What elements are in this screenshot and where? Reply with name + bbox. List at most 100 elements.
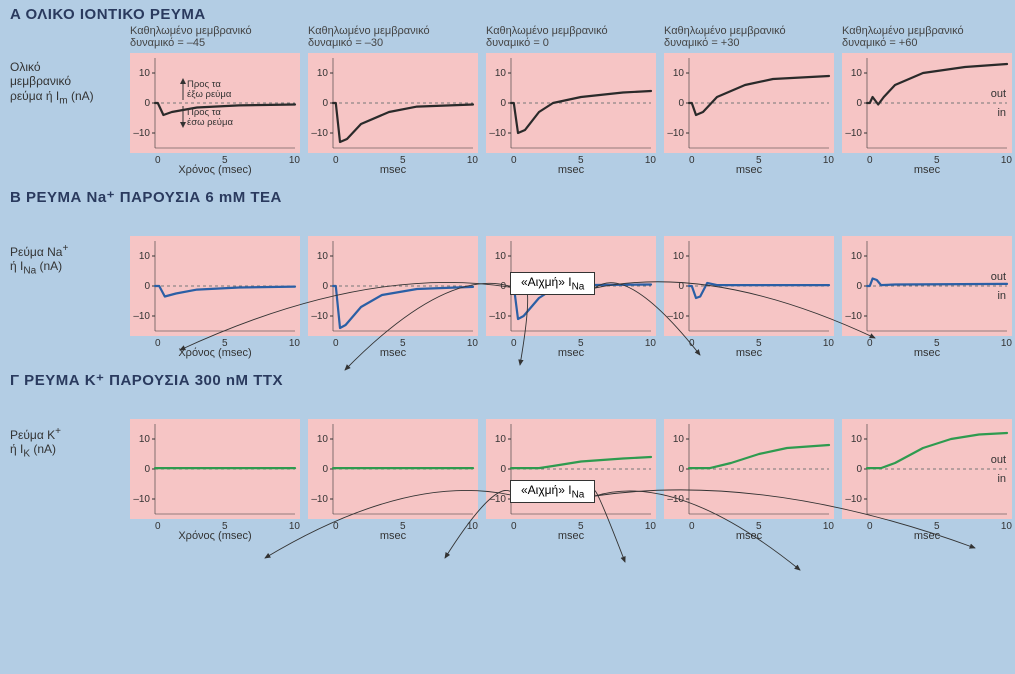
svg-text:10: 10: [495, 68, 507, 79]
panel-header: Καθηλωμένο μεμβρανικόδυναμικό = +30: [664, 25, 834, 51]
row-B: Ρεύμα Na+ή INa (nA)Καθηλωμένο μεμβρανικό…: [0, 208, 1015, 365]
svg-text:–10: –10: [311, 128, 328, 139]
callout-ik-peak: «Αιχμή» INa: [510, 480, 595, 503]
svg-text:10: 10: [851, 251, 863, 262]
svg-text:0: 0: [144, 464, 150, 475]
panel-B-4: Καθηλωμένο μεμβρανικόδυναμικό = +60–1001…: [842, 208, 1012, 365]
svg-text:10: 10: [673, 68, 685, 79]
panel-A-3: Καθηλωμένο μεμβρανικόδυναμικό = +30 –10 0 1…: [664, 25, 834, 182]
chart-plot: –10010outin: [842, 419, 1012, 519]
svg-text:10: 10: [495, 434, 507, 445]
panel-C-0: Καθηλωμένο μεμβρανικόδυναμικό = –45–1001…: [130, 391, 300, 548]
x-axis-label: msec: [486, 164, 656, 176]
chart-plot: –10010: [308, 53, 478, 153]
panel-C-2: Καθηλωμένο μεμβρανικόδυναμικό = 0–100100…: [486, 391, 656, 548]
svg-text:–10: –10: [845, 311, 862, 322]
svg-text:0: 0: [144, 281, 150, 292]
svg-text:–10: –10: [845, 128, 862, 139]
svg-text:10: 10: [851, 68, 863, 79]
chart-plot: –10 0 10 out in: [842, 236, 1012, 336]
chart-plot: –10 0 10: [308, 236, 478, 336]
svg-text:έσω ρεύμα: έσω ρεύμα: [187, 117, 233, 128]
svg-text:10: 10: [139, 251, 151, 262]
chart-plot: –10 0 10: [486, 419, 656, 519]
panel-header: Καθηλωμένο μεμβρανικόδυναμικό = +60: [842, 25, 1012, 51]
section-title-B: B ΡΕΥΜΑ Na⁺ ΠΑΡΟΥΣΙΑ 6 mM TEA: [0, 182, 1015, 208]
svg-text:10: 10: [317, 434, 329, 445]
y-axis-label-B: Ρεύμα Na+ή INa (nA): [0, 208, 130, 278]
svg-text:–10: –10: [489, 494, 506, 505]
svg-text:out: out: [991, 88, 1006, 100]
panel-A-2: Καθηλωμένο μεμβρανικόδυναμικό = 0–10 0 100…: [486, 25, 656, 182]
chart-plot: –10 0 10: [486, 53, 656, 153]
svg-text:0: 0: [144, 98, 150, 109]
panel-A-0: Καθηλωμένο μεμβρανικόδυναμικό = –45–1001…: [130, 25, 300, 182]
chart-plot: –10 0 10: [308, 419, 478, 519]
panel-header: Καθηλωμένο μεμβρανικόδυναμικό = –45: [130, 25, 300, 51]
x-axis-label: msec: [308, 530, 478, 542]
chart-plot: –10010Προς ταέξω ρεύμαΠρος ταέσω ρεύμα: [130, 53, 300, 153]
svg-text:–10: –10: [311, 494, 328, 505]
chart-plot: –10010: [130, 419, 300, 519]
row-C: Ρεύμα K+ή IK (nA)Καθηλωμένο μεμβρανικόδυ…: [0, 391, 1015, 548]
svg-text:0: 0: [678, 98, 684, 109]
chart-plot: –10 0 10: [664, 419, 834, 519]
panel-C-3: Καθηλωμένο μεμβρανικόδυναμικό = +30–1001…: [664, 391, 834, 548]
svg-text:0: 0: [322, 464, 328, 475]
svg-text:0: 0: [856, 281, 862, 292]
panel-C-4: Καθηλωμένο μεμβρανικόδυναμικό = +60–1001…: [842, 391, 1012, 548]
section-title-C: Γ ΡΕΥΜΑ K⁺ ΠΑΡΟΥΣΙΑ 300 nM TTX: [0, 365, 1015, 391]
section-title-A: A ΟΛΙΚΟ ΙΟΝΤΙΚΟ ΡΕΥΜΑ: [0, 0, 1015, 25]
x-axis-label: msec: [486, 347, 656, 359]
x-axis-label: msec: [664, 530, 834, 542]
y-axis-label-A: Ολικόμεμβρανικόρεύμα ή Im (nA): [0, 25, 130, 107]
svg-text:10: 10: [851, 434, 863, 445]
svg-text:in: in: [997, 107, 1006, 119]
svg-text:0: 0: [678, 464, 684, 475]
svg-text:out: out: [991, 271, 1006, 283]
y-axis-label-C: Ρεύμα K+ή IK (nA): [0, 391, 130, 461]
svg-text:–10: –10: [667, 128, 684, 139]
x-axis-label: Χρόνος (msec): [130, 347, 300, 359]
svg-text:–10: –10: [311, 311, 328, 322]
svg-text:0: 0: [500, 98, 506, 109]
panel-A-1: Καθηλωμένο μεμβρανικόδυναμικό = –30–1001…: [308, 25, 478, 182]
svg-text:10: 10: [673, 434, 685, 445]
svg-text:–10: –10: [489, 128, 506, 139]
svg-text:έξω ρεύμα: έξω ρεύμα: [187, 89, 232, 100]
chart-plot: –10 0 10: [664, 53, 834, 153]
svg-text:out: out: [991, 454, 1006, 466]
x-axis-label: msec: [842, 530, 1012, 542]
svg-text:10: 10: [317, 251, 329, 262]
x-axis-label: msec: [308, 164, 478, 176]
panel-header: Καθηλωμένο μεμβρανικόδυναμικό = 0: [486, 25, 656, 51]
svg-text:–10: –10: [667, 494, 684, 505]
svg-text:0: 0: [322, 281, 328, 292]
svg-text:0: 0: [500, 464, 506, 475]
svg-text:0: 0: [856, 464, 862, 475]
svg-text:0: 0: [678, 281, 684, 292]
x-axis-label: msec: [664, 164, 834, 176]
svg-text:–10: –10: [489, 311, 506, 322]
x-axis-label: msec: [664, 347, 834, 359]
panel-A-4: Καθηλωμένο μεμβρανικόδυναμικό = +60 –10 0 1…: [842, 25, 1012, 182]
svg-text:10: 10: [495, 251, 507, 262]
x-axis-label: msec: [842, 347, 1012, 359]
x-axis-label: msec: [308, 347, 478, 359]
svg-text:–10: –10: [667, 311, 684, 322]
x-axis-label: Χρόνος (msec): [130, 164, 300, 176]
svg-text:–10: –10: [133, 128, 150, 139]
svg-text:0: 0: [322, 98, 328, 109]
callout-ina-peak: «Αιχμή» INa: [510, 272, 595, 295]
svg-text:–10: –10: [133, 494, 150, 505]
panel-B-3: Καθηλωμένο μεμβρανικόδυναμικό = +30–1001…: [664, 208, 834, 365]
svg-text:–10: –10: [133, 311, 150, 322]
row-A: Ολικόμεμβρανικόρεύμα ή Im (nA)Καθηλωμένο…: [0, 25, 1015, 182]
panel-B-0: Καθηλωμένο μεμβρανικόδυναμικό = –45–1001…: [130, 208, 300, 365]
svg-text:in: in: [997, 473, 1006, 485]
panel-B-1: Καθηλωμένο μεμβρανικόδυναμικό = –30–1001…: [308, 208, 478, 365]
chart-plot: –10 0 10: [130, 236, 300, 336]
svg-text:0: 0: [856, 98, 862, 109]
panel-C-1: Καθηλωμένο μεμβρανικόδυναμικό = –30–1001…: [308, 391, 478, 548]
svg-text:in: in: [997, 290, 1006, 302]
